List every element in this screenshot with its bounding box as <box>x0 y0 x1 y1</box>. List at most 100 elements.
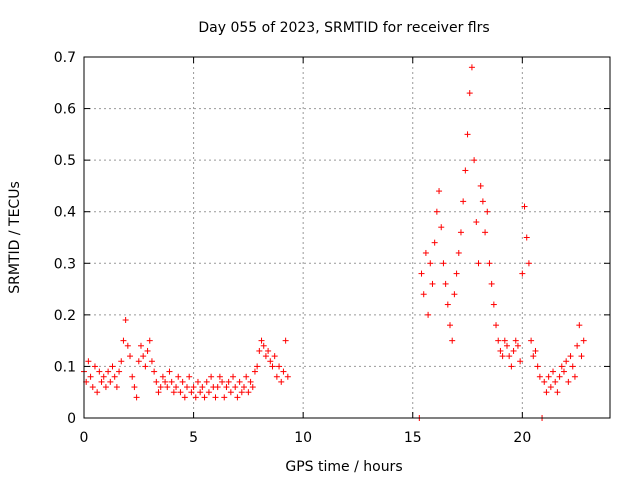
data-point <box>563 358 570 365</box>
data-point <box>203 378 210 385</box>
data-point <box>188 389 195 396</box>
data-point <box>497 347 504 354</box>
data-point <box>162 378 169 385</box>
data-point <box>486 260 493 267</box>
data-point <box>462 167 469 174</box>
data-point <box>135 358 142 365</box>
grid <box>84 57 610 418</box>
data-point <box>113 384 120 391</box>
data-point <box>444 301 451 308</box>
data-point <box>116 368 123 375</box>
data-point <box>523 234 530 241</box>
data-point <box>168 378 175 385</box>
data-point <box>475 260 482 267</box>
data-points <box>81 64 587 421</box>
data-point <box>460 198 467 205</box>
data-point <box>137 342 144 349</box>
data-point <box>567 353 574 360</box>
data-point <box>142 363 149 370</box>
data-point <box>144 347 151 354</box>
data-point <box>96 368 103 375</box>
data-point <box>236 378 243 385</box>
data-point <box>510 347 517 354</box>
data-point <box>223 384 230 391</box>
data-point <box>245 389 252 396</box>
data-point <box>543 389 550 396</box>
data-point <box>453 270 460 277</box>
x-tick-label: 0 <box>80 430 89 446</box>
y-tick-label: 0.6 <box>54 102 76 118</box>
data-point <box>493 322 500 329</box>
data-point <box>102 384 109 391</box>
data-point <box>89 384 96 391</box>
data-point <box>107 378 114 385</box>
data-point <box>447 322 454 329</box>
data-point <box>506 353 513 360</box>
data-point <box>240 384 247 391</box>
data-point <box>499 353 506 360</box>
data-point <box>98 378 105 385</box>
data-point <box>232 384 239 391</box>
data-point <box>578 353 585 360</box>
data-point <box>177 389 184 396</box>
x-axis-label: GPS time / hours <box>285 459 402 475</box>
data-point <box>127 353 134 360</box>
data-point <box>148 358 155 365</box>
data-point <box>508 363 515 370</box>
data-point <box>186 373 193 380</box>
data-point <box>181 394 188 401</box>
data-point <box>251 368 258 375</box>
chart-title: Day 055 of 2023, SRMTID for receiver flr… <box>198 20 489 36</box>
data-point <box>488 280 495 287</box>
data-point <box>219 378 226 385</box>
data-point <box>521 203 528 210</box>
data-point <box>120 337 127 344</box>
data-point <box>536 373 543 380</box>
data-point <box>519 270 526 277</box>
data-point <box>179 378 186 385</box>
y-axis-label: SRMTID / TECUs <box>7 181 23 294</box>
axis-ticks: 0 0.1 0.2 0.3 0.4 0.5 0.6 0.7 0 5 10 15 20 <box>54 50 610 446</box>
data-point <box>436 188 443 195</box>
data-point <box>249 384 256 391</box>
data-point <box>221 394 228 401</box>
data-point <box>157 384 164 391</box>
data-point <box>484 208 491 215</box>
data-point <box>214 384 221 391</box>
data-point <box>269 363 276 370</box>
data-point <box>100 373 107 380</box>
data-point <box>534 363 541 370</box>
data-point <box>146 337 153 344</box>
data-point <box>155 389 162 396</box>
data-point <box>580 337 587 344</box>
data-point <box>91 363 98 370</box>
data-point <box>425 311 432 318</box>
data-point <box>457 229 464 236</box>
data-point <box>556 373 563 380</box>
data-point <box>276 363 283 370</box>
data-point <box>212 394 219 401</box>
data-point <box>230 373 237 380</box>
data-point <box>258 337 265 344</box>
data-point <box>205 389 212 396</box>
data-point <box>280 368 287 375</box>
data-point <box>109 363 116 370</box>
data-point <box>525 260 532 267</box>
data-point <box>514 342 521 349</box>
data-point <box>199 384 206 391</box>
data-point <box>420 291 427 298</box>
data-point <box>164 384 171 391</box>
data-point <box>440 260 447 267</box>
data-point <box>479 198 486 205</box>
data-point <box>451 291 458 298</box>
data-point <box>503 342 510 349</box>
data-point <box>571 373 578 380</box>
data-point <box>466 90 473 97</box>
data-point <box>190 384 197 391</box>
data-point <box>501 337 508 344</box>
data-point <box>449 337 456 344</box>
y-tick-label: 0.5 <box>54 153 76 169</box>
data-point <box>201 394 208 401</box>
y-tick-label: 0.4 <box>54 205 76 221</box>
